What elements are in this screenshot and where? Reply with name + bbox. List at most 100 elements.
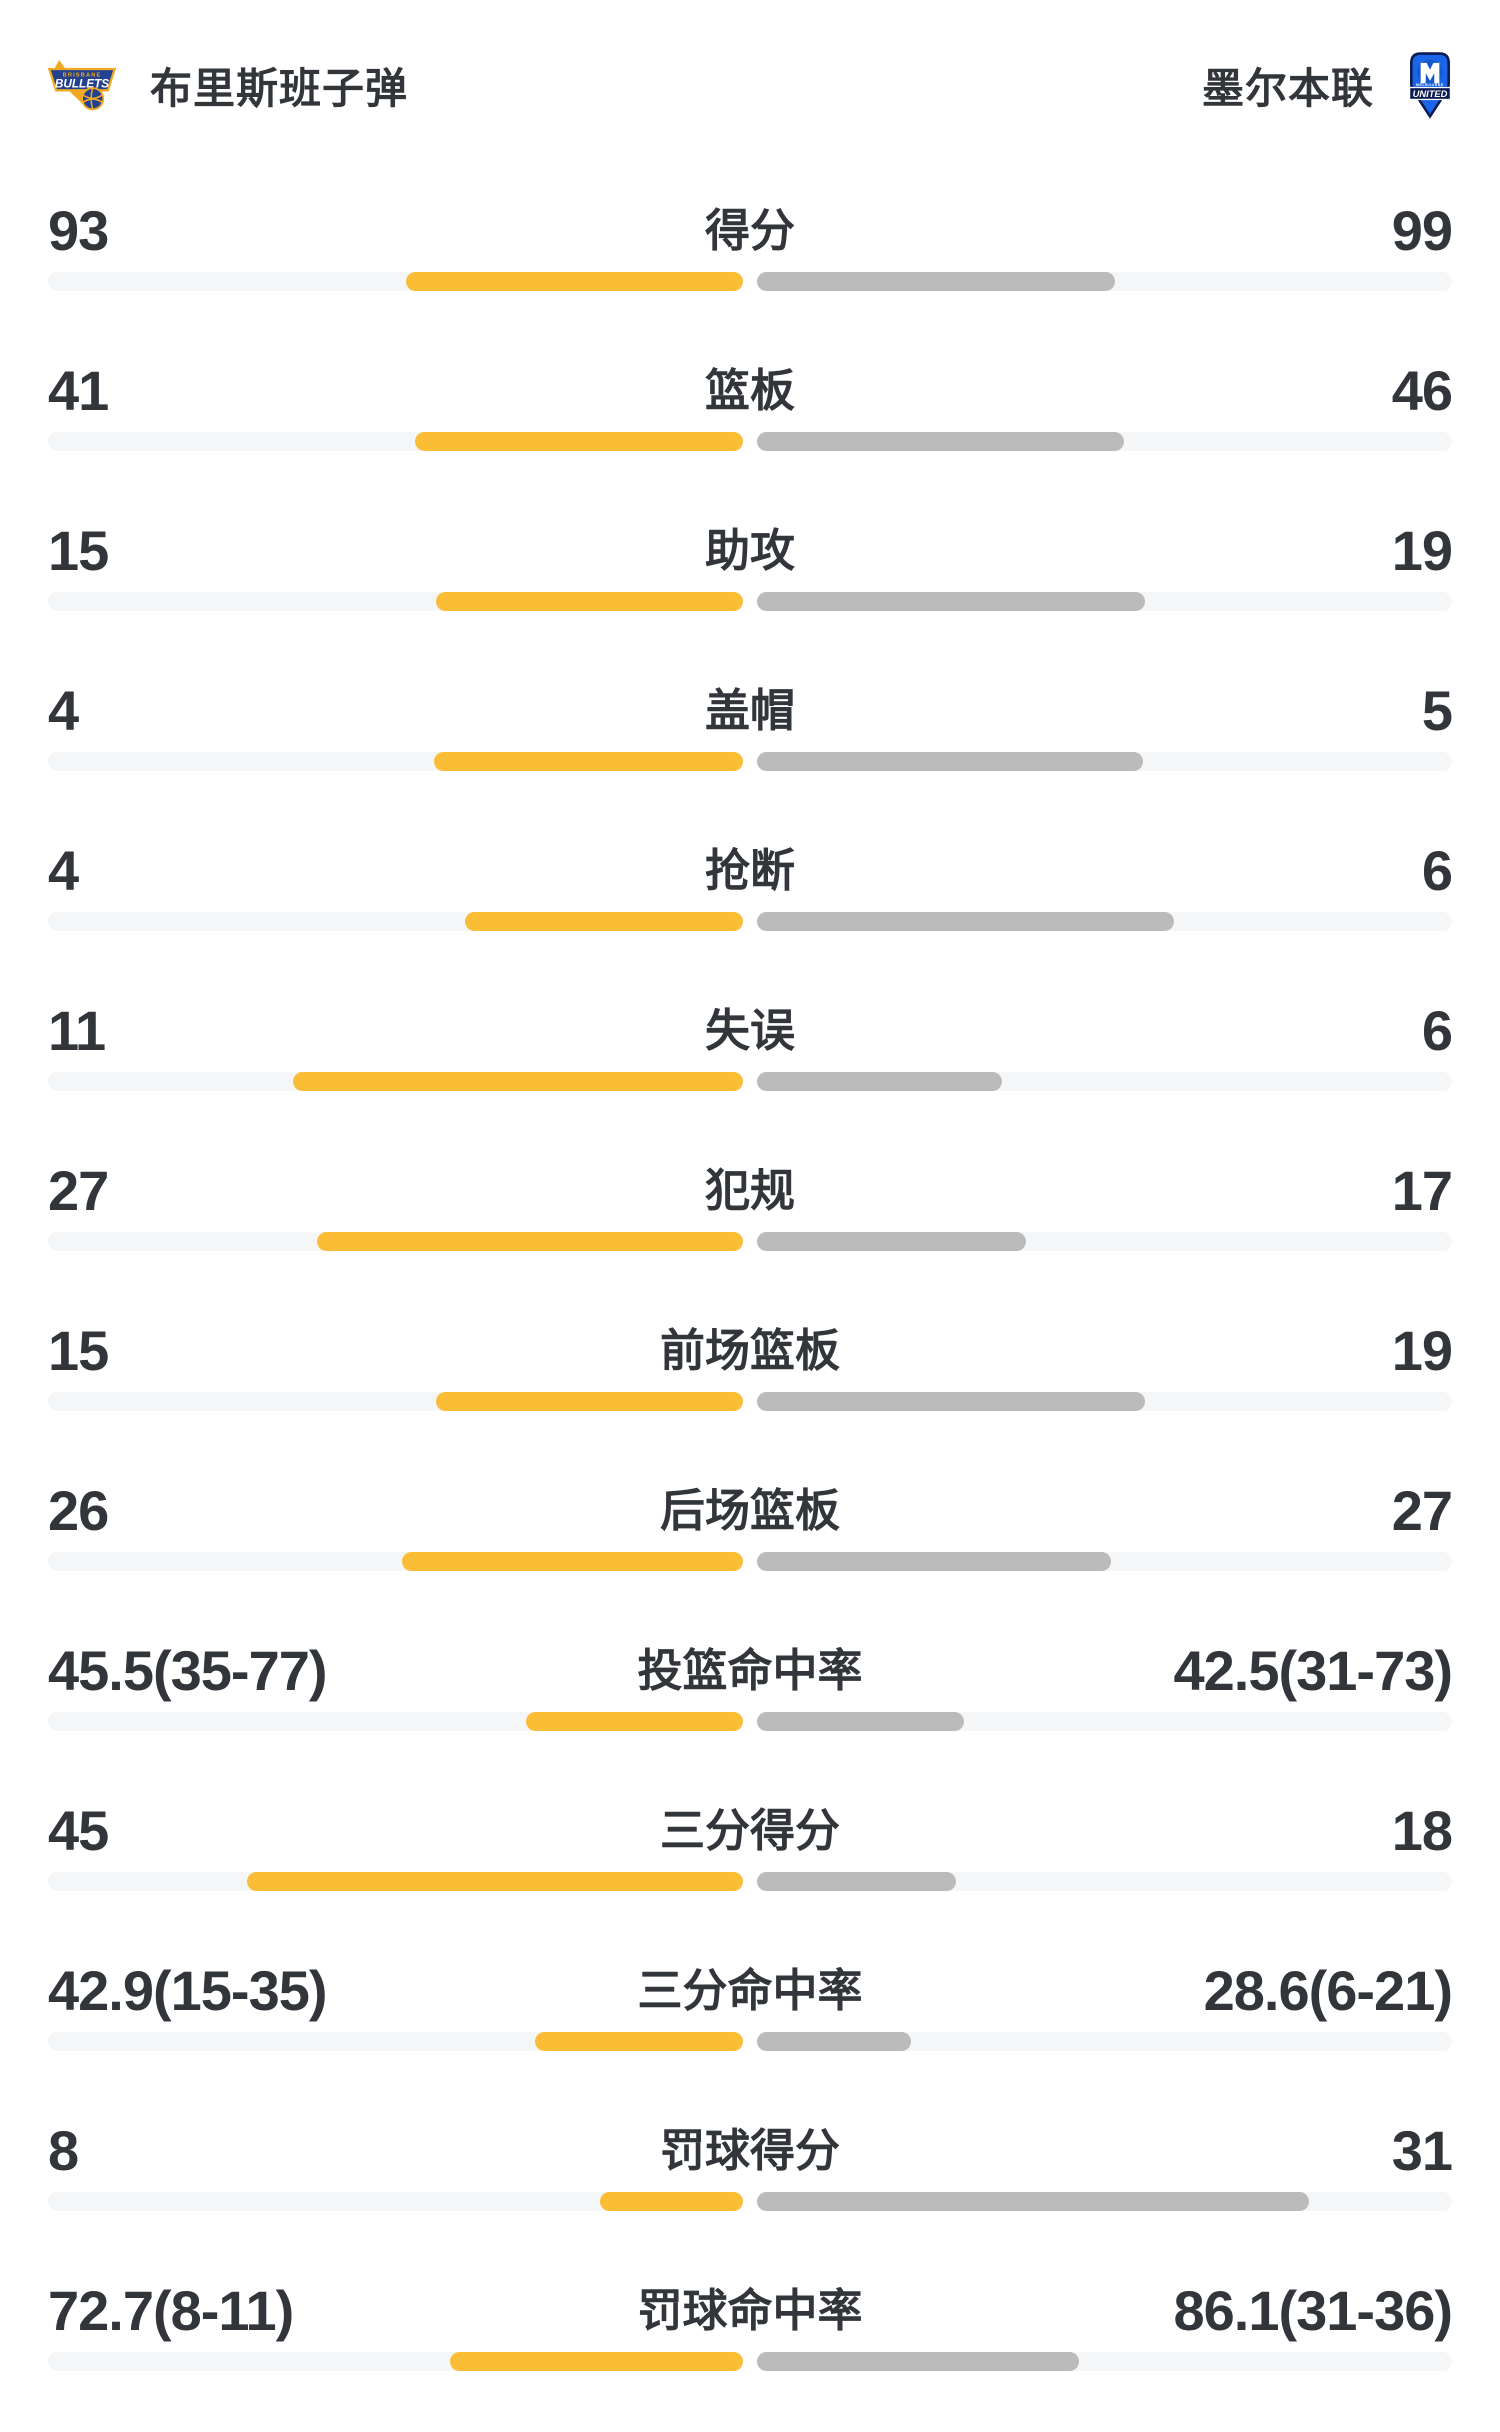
stat-row-values: 15 前场篮板 19	[48, 1312, 1453, 1392]
home-bar-fill	[293, 1072, 743, 1091]
stat-bars	[48, 2352, 1452, 2371]
away-bar-fill	[757, 2192, 1310, 2211]
stat-row-values: 72.7(8-11) 罚球命中率 86.1(31-36)	[48, 2272, 1453, 2352]
stat-bars	[48, 1072, 1452, 1091]
stat-row: 8 罚球得分 31	[0, 2112, 1500, 2272]
home-value: 42.9(15-35)	[48, 1959, 328, 2022]
away-value: 27	[1391, 1479, 1453, 1542]
away-value: 42.5(31-73)	[1173, 1639, 1453, 1702]
away-bar-track	[757, 1392, 1452, 1411]
away-bar-track	[757, 592, 1452, 611]
stat-row-values: 4 盖帽 5	[48, 672, 1453, 752]
stat-row-values: 27 犯规 17	[48, 1152, 1453, 1232]
away-bar-fill	[757, 2032, 912, 2051]
stat-row: 27 犯规 17	[0, 1152, 1500, 1312]
stat-label: 盖帽	[704, 685, 796, 736]
home-bar-fill	[600, 2192, 743, 2211]
away-value: 86.1(31-36)	[1173, 2279, 1453, 2342]
stat-label: 三分命中率	[637, 1965, 863, 2016]
away-bar-fill	[757, 432, 1125, 451]
home-value: 15	[48, 1319, 109, 1382]
away-bar-track	[757, 1712, 1452, 1731]
away-value: 17	[1391, 1159, 1453, 1222]
stat-row-values: 4 抢断 6	[48, 832, 1453, 912]
home-team[interactable]: BRISBANE BULLETS 布里斯班子弹	[44, 52, 408, 118]
away-bar-track	[757, 1232, 1452, 1251]
away-bar-track	[757, 1872, 1452, 1891]
stat-row-values: 41 篮板 46	[48, 352, 1453, 432]
home-value: 8	[48, 2119, 79, 2182]
away-value: 18	[1391, 1799, 1453, 1862]
svg-text:MELBOURNE: MELBOURNE	[1416, 83, 1444, 87]
match-stats-header: BRISBANE BULLETS 布里斯班子弹 墨尔本联 MELBOURNE U…	[0, 30, 1500, 140]
stat-label: 得分	[704, 205, 796, 256]
away-bar-track	[757, 1552, 1452, 1571]
stat-label: 前场篮板	[659, 1325, 841, 1376]
stat-row-values: 26 后场篮板 27	[48, 1472, 1453, 1552]
home-team-name: 布里斯班子弹	[150, 64, 409, 112]
home-bar-fill	[402, 1552, 743, 1571]
home-bar-fill	[406, 272, 743, 291]
away-value: 5	[1421, 679, 1453, 742]
home-value: 4	[48, 839, 79, 902]
home-value: 93	[48, 199, 109, 262]
stat-row: 42.9(15-35) 三分命中率 28.6(6-21)	[0, 1952, 1500, 2112]
stat-label: 助攻	[704, 525, 796, 576]
home-value: 45	[48, 1799, 109, 1862]
home-bar-track	[48, 1872, 743, 1891]
away-bar-fill	[757, 1872, 956, 1891]
home-bar-fill	[436, 1392, 743, 1411]
away-bar-fill	[757, 272, 1116, 291]
home-value: 11	[48, 999, 106, 1062]
away-value: 99	[1391, 199, 1453, 262]
stat-label: 投篮命中率	[637, 1645, 863, 1696]
stat-row-values: 93 得分 99	[48, 192, 1453, 272]
home-value: 26	[48, 1479, 109, 1542]
stat-label: 三分得分	[659, 1805, 841, 1856]
home-bar-track	[48, 1072, 743, 1091]
home-bar-track	[48, 1392, 743, 1411]
stat-label: 篮板	[704, 365, 796, 416]
home-bar-fill	[434, 752, 743, 771]
melbourne-united-logo-icon: MELBOURNE UNITED	[1408, 52, 1452, 119]
away-bar-fill	[757, 1072, 1003, 1091]
stat-bars	[48, 1712, 1452, 1731]
away-bar-track	[757, 2192, 1452, 2211]
away-bar-fill	[757, 2352, 1079, 2371]
home-bar-track	[48, 1712, 743, 1731]
home-bar-track	[48, 752, 743, 771]
home-bar-fill	[246, 1872, 743, 1891]
away-team-name: 墨尔本联	[1201, 64, 1374, 112]
home-bar-fill	[415, 432, 743, 451]
away-bar-track	[757, 752, 1452, 771]
stat-label: 罚球得分	[659, 2125, 841, 2176]
home-bar-track	[48, 592, 743, 611]
stat-bars	[48, 1232, 1452, 1251]
stat-bars	[48, 2192, 1452, 2211]
home-bar-track	[48, 272, 743, 291]
home-bar-track	[48, 912, 743, 931]
stat-row: 11 失误 6	[0, 992, 1500, 1152]
away-bar-track	[757, 432, 1452, 451]
stat-row: 4 盖帽 5	[0, 672, 1500, 832]
stat-bars	[48, 752, 1452, 771]
stat-row-values: 42.9(15-35) 三分命中率 28.6(6-21)	[48, 1952, 1453, 2032]
away-bar-fill	[757, 1712, 965, 1731]
stat-row: 45 三分得分 18	[0, 1792, 1500, 1952]
stat-row: 15 前场篮板 19	[0, 1312, 1500, 1472]
away-bar-track	[757, 912, 1452, 931]
away-value: 6	[1421, 839, 1453, 902]
away-bar-track	[757, 2032, 1452, 2051]
away-team[interactable]: 墨尔本联 MELBOURNE UNITED	[1202, 51, 1456, 119]
stat-bars	[48, 2032, 1452, 2051]
home-bar-fill	[525, 1712, 743, 1731]
away-bar-track	[757, 272, 1452, 291]
stat-row-values: 8 罚球得分 31	[48, 2112, 1453, 2192]
home-value: 41	[48, 359, 109, 422]
home-bar-track	[48, 2032, 743, 2051]
home-bar-fill	[534, 2032, 743, 2051]
stat-label: 抢断	[704, 845, 796, 896]
stat-row-values: 15 助攻 19	[48, 512, 1453, 592]
home-bar-fill	[450, 2352, 743, 2371]
stat-bars	[48, 1552, 1452, 1571]
